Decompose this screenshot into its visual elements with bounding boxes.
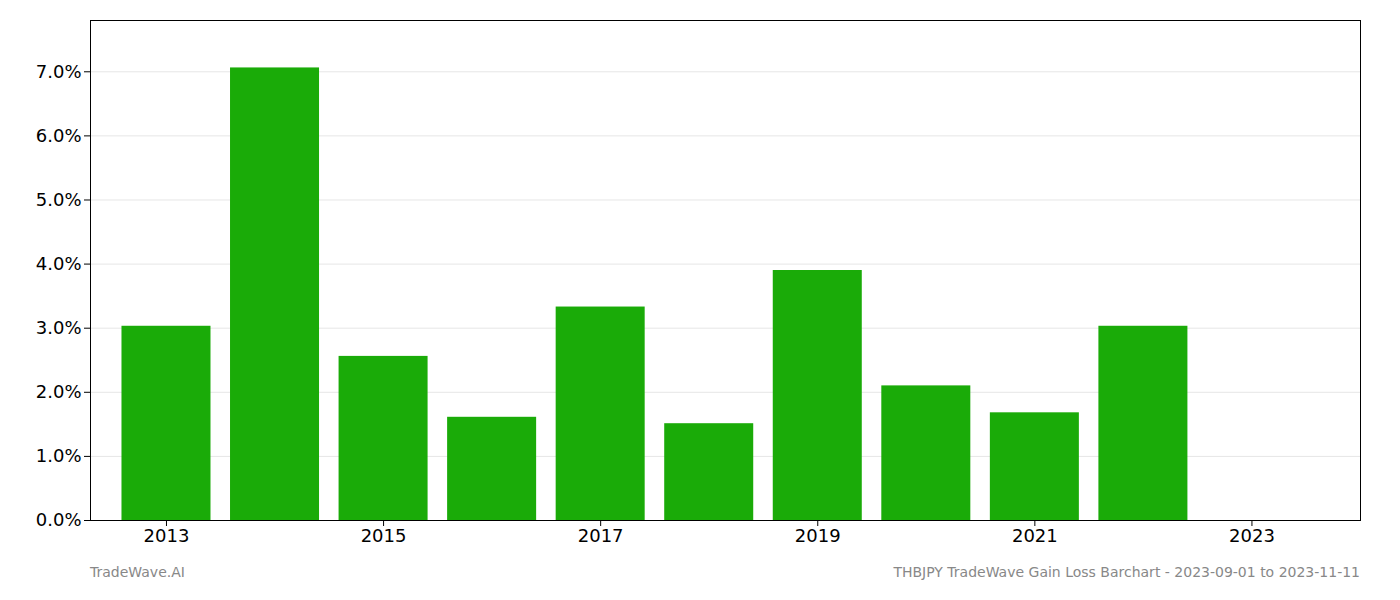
svg-text:3.0%: 3.0% [36,317,82,338]
html-text:THBJPY TradeWave Gain Loss Bar: THBJPY TradeWave Gain Loss Barchart - 20… [893,564,1360,580]
svg-text:1.0%: 1.0% [36,445,82,466]
svg-text:6.0%: 6.0% [36,125,82,146]
svg-text:2017: 2017 [578,525,624,546]
svg-text:2021: 2021 [1012,525,1058,546]
svg-text:2015: 2015 [361,525,407,546]
svg-text:2023: 2023 [1229,525,1275,546]
svg-text:2019: 2019 [795,525,841,546]
svg-text:2.0%: 2.0% [36,381,82,402]
svg-text:0.0%: 0.0% [36,509,82,530]
svg-text:7.0%: 7.0% [36,61,82,82]
svg-text:2013: 2013 [144,525,190,546]
svg-text:5.0%: 5.0% [36,189,82,210]
html-text:TradeWave.AI: TradeWave.AI [90,564,185,580]
svg-text:4.0%: 4.0% [36,253,82,274]
